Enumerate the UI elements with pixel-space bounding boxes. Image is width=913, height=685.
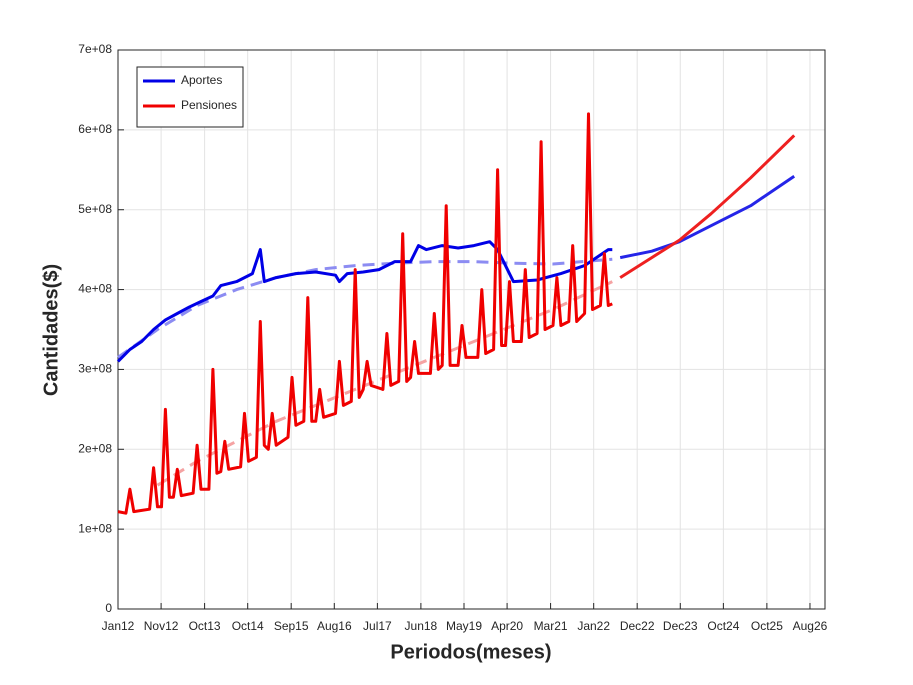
x-tick-label: Aug16 [317, 619, 352, 633]
legend-label: Aportes [181, 73, 222, 87]
x-tick-label: Oct14 [232, 619, 264, 633]
series-line [117, 257, 613, 359]
legend: Aportes Pensiones [136, 66, 244, 128]
x-tick-label: Oct25 [751, 619, 783, 633]
series-line [117, 112, 613, 515]
plot-area [118, 50, 825, 609]
legend-label: Pensiones [181, 98, 237, 112]
y-tick-label: 1e+08 [78, 521, 112, 535]
y-tick-label: 6e+08 [78, 122, 112, 136]
series-line [116, 240, 613, 363]
x-tick-label: Jul17 [363, 619, 392, 633]
x-tick-label: Jan22 [577, 619, 610, 633]
x-tick-label: May19 [446, 619, 482, 633]
series-line [156, 280, 613, 487]
x-tick-label: Sep15 [274, 619, 309, 633]
x-tick-label: Oct24 [707, 619, 739, 633]
axes-box [117, 49, 826, 610]
x-tick-label: Dec23 [663, 619, 698, 633]
y-axis-label: Cantidades($) [40, 264, 62, 396]
y-tick-label: 5e+08 [78, 202, 112, 216]
x-tick-label: Oct13 [189, 619, 221, 633]
x-tick-label: Jun18 [405, 619, 438, 633]
y-tick-label: 0 [105, 601, 112, 615]
series-line [619, 174, 796, 260]
x-axis-label: Periodos(meses) [390, 641, 551, 663]
x-tick-label: Nov12 [144, 619, 179, 633]
x-tick-label: Apr20 [491, 619, 523, 633]
x-tick-label: Aug26 [793, 619, 828, 633]
x-tick-label: Mar21 [534, 619, 568, 633]
x-tick-label: Dec22 [620, 619, 655, 633]
series-line [619, 134, 796, 279]
x-tick-label: Jan12 [102, 619, 135, 633]
y-tick-label: 7e+08 [78, 42, 112, 56]
y-tick-label: 3e+08 [78, 362, 112, 376]
y-tick-label: 2e+08 [78, 441, 112, 455]
y-tick-label: 4e+08 [78, 282, 112, 296]
legend-box [136, 66, 244, 128]
